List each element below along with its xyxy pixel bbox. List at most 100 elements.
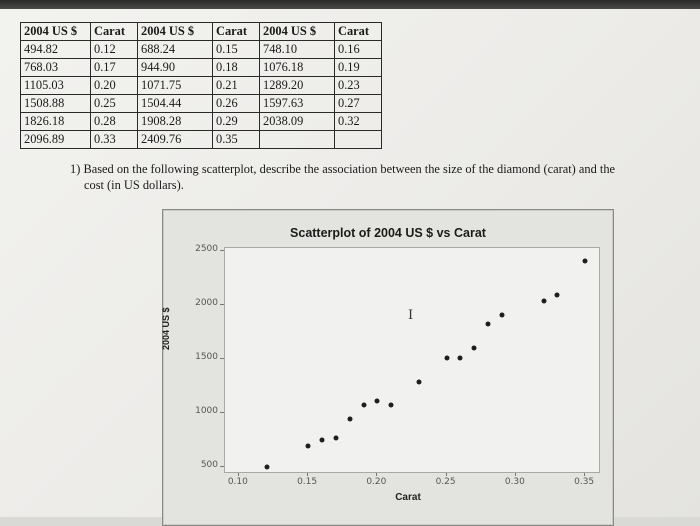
y-tick-mark [220, 250, 224, 252]
table-cell: 0.25 [90, 94, 138, 113]
table-cell: 1071.75 [137, 76, 213, 95]
table-row: 768.03 0.17 944.90 0.18 1076.18 0.19 [20, 58, 382, 77]
header-carat-2: Carat [212, 22, 260, 41]
table-header-row: 2004 US $ Carat 2004 US $ Carat 2004 US … [20, 22, 382, 41]
photo-dark-edge [0, 0, 700, 9]
data-point [485, 321, 491, 327]
data-point [333, 435, 339, 441]
question-number: 1) [70, 162, 81, 176]
table-row: 494.82 0.12 688.24 0.15 748.10 0.16 [20, 40, 382, 59]
x-tick-mark [376, 472, 378, 476]
table-cell: 0.29 [212, 112, 260, 131]
data-point [361, 402, 367, 408]
table-cell: 0.33 [90, 130, 138, 149]
table-cell: 0.26 [212, 94, 260, 113]
table-cell: 768.03 [20, 58, 91, 77]
x-tick-mark [307, 472, 309, 476]
data-point [388, 402, 394, 408]
diamond-price-table: 2004 US $ Carat 2004 US $ Carat 2004 US … [20, 22, 382, 149]
y-tick-mark [220, 357, 224, 359]
data-point [554, 292, 560, 298]
table-cell: 2096.89 [20, 130, 91, 149]
table-cell: 0.27 [334, 94, 382, 113]
question-text-line1: Based on the following scatterplot, desc… [83, 162, 616, 176]
scatterplot-figure: Scatterplot of 2004 US $ vs Carat 2004 U… [161, 209, 614, 526]
data-point [457, 355, 463, 361]
x-tick-mark [445, 472, 447, 476]
table-cell: 688.24 [137, 40, 213, 59]
y-tick-mark [220, 411, 224, 413]
y-tick-label: 500 [200, 459, 218, 470]
table-cell: 944.90 [137, 58, 213, 77]
text-cursor-icon: I [408, 308, 414, 323]
table-cell: 1597.63 [259, 94, 335, 113]
header-price-3: 2004 US $ [259, 22, 335, 41]
y-tick-label: 1500 [195, 351, 218, 362]
y-tick-label: 2500 [195, 244, 218, 255]
data-point [471, 345, 477, 351]
table-cell: 2409.76 [137, 130, 213, 149]
table-cell: 0.19 [334, 58, 382, 77]
data-point [541, 298, 547, 304]
question-text-line2: cost (in US dollars). [84, 178, 184, 192]
table-cell: 0.21 [212, 76, 260, 95]
data-point [499, 312, 505, 318]
table-cell: 1289.20 [259, 76, 335, 95]
header-carat-1: Carat [90, 22, 138, 41]
x-tick-label: 0.10 [227, 477, 248, 487]
data-point [444, 355, 450, 361]
y-tick-label: 1000 [195, 405, 218, 416]
data-point [374, 398, 380, 404]
x-tick-label: 0.20 [366, 477, 387, 487]
table-cell: 1826.18 [20, 112, 91, 131]
table-row: 1105.03 0.20 1071.75 0.21 1289.20 0.23 [20, 76, 382, 95]
table-cell: 1508.88 [20, 94, 91, 113]
plot-area: I [224, 247, 600, 473]
table-cell [334, 130, 382, 149]
table-cell: 1076.18 [259, 58, 335, 77]
worksheet-page: 2004 US $ Carat 2004 US $ Carat 2004 US … [0, 9, 700, 526]
table-cell: 1504.44 [137, 94, 213, 113]
table-cell: 0.18 [212, 58, 260, 77]
table-cell: 0.17 [90, 58, 138, 77]
table-cell: 0.28 [90, 112, 138, 131]
x-axis-label: Carat [395, 492, 421, 503]
y-tick-label: 2000 [195, 298, 218, 309]
chart-title: Scatterplot of 2004 US $ vs Carat [290, 226, 486, 240]
table-cell: 0.15 [212, 40, 260, 59]
table-cell: 0.12 [90, 40, 138, 59]
y-axis-label: 2004 US $ [161, 307, 171, 350]
data-point [264, 464, 270, 470]
table-cell: 0.20 [90, 76, 138, 95]
data-point [319, 437, 325, 443]
table-row: 1826.18 0.28 1908.28 0.29 2038.09 0.32 [20, 112, 382, 131]
table-cell: 1105.03 [20, 76, 91, 95]
table-cell: 494.82 [20, 40, 91, 59]
table-cell: 0.16 [334, 40, 382, 59]
x-tick-mark [514, 472, 516, 476]
data-point [305, 443, 311, 449]
data-point [347, 416, 353, 422]
table-cell: 1908.28 [137, 112, 213, 131]
table-row: 1508.88 0.25 1504.44 0.26 1597.63 0.27 [20, 94, 382, 113]
x-tick-mark [237, 472, 239, 476]
table-cell [259, 130, 335, 149]
header-carat-3: Carat [334, 22, 382, 41]
table-cell: 0.23 [334, 76, 382, 95]
question-1: 1) Based on the following scatterplot, d… [70, 161, 695, 193]
y-tick-mark [220, 465, 224, 467]
table-cell: 748.10 [259, 40, 335, 59]
table-cell: 2038.09 [259, 112, 335, 131]
header-price-1: 2004 US $ [20, 22, 91, 41]
x-tick-mark [584, 472, 586, 476]
x-tick-label: 0.25 [435, 477, 456, 487]
header-price-2: 2004 US $ [137, 22, 213, 41]
table-cell: 0.32 [334, 112, 382, 131]
table-cell: 0.35 [212, 130, 260, 149]
x-tick-label: 0.30 [504, 477, 525, 487]
x-tick-label: 0.15 [297, 477, 318, 487]
data-point [582, 258, 588, 264]
x-tick-label: 0.35 [574, 477, 595, 487]
table-row: 2096.89 0.33 2409.76 0.35 [20, 130, 382, 149]
data-point [416, 379, 422, 385]
